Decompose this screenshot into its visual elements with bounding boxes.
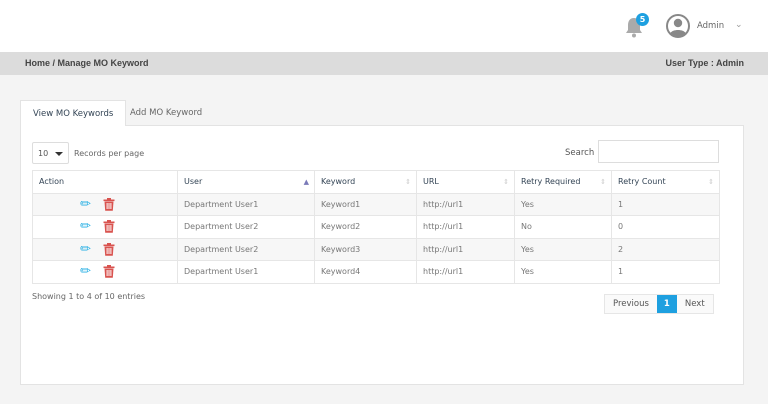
url-cell: http://url1 [416, 215, 515, 239]
top-bar [0, 0, 768, 52]
sort-asc-icon[interactable]: ▲ [303, 178, 309, 186]
column-header-keyword[interactable]: Keyword ⇕ [314, 170, 417, 194]
retry-count-cell: 2 [611, 237, 720, 261]
column-header-retry-required[interactable]: Retry Required ⇕ [514, 170, 612, 194]
retry-count-cell: 1 [611, 260, 720, 284]
user-cell: Department User1 [177, 192, 315, 216]
keyword-cell: Keyword2 [314, 215, 417, 239]
url-cell: http://url1 [416, 237, 515, 261]
column-header-action: Action [32, 170, 178, 194]
sort-icon[interactable]: ⇕ [708, 178, 714, 186]
edit-pencil-icon[interactable]: ✏︎ [80, 219, 91, 235]
user-cell: Department User2 [177, 215, 315, 239]
column-header-user[interactable]: User ▲ [177, 170, 315, 194]
retry-required-cell: Yes [514, 260, 612, 284]
column-header-retry-count[interactable]: Retry Count ⇕ [611, 170, 720, 194]
user-name[interactable]: Admin [697, 21, 725, 31]
column-header-url[interactable]: URL ⇕ [416, 170, 515, 194]
breadcrumb[interactable]: Home / Manage MO Keyword [25, 58, 149, 68]
retry-count-cell: 1 [611, 192, 720, 216]
search-label: Search [565, 148, 595, 158]
keyword-cell: Keyword4 [314, 260, 417, 284]
action-cell: ✏︎ [32, 260, 178, 284]
breadcrumb-bar: Home / Manage MO Keyword User Type : Adm… [0, 52, 768, 75]
table-info: Showing 1 to 4 of 10 entries [32, 292, 146, 301]
retry-required-cell: Yes [514, 192, 612, 216]
user-type: User Type : Admin [665, 58, 744, 68]
delete-trash-icon[interactable] [103, 197, 115, 211]
table-row: ✏︎ Department User2 Keyword2 http://url1… [32, 215, 720, 239]
table-row: ✏︎ Department User1 Keyword1 http://url1… [32, 192, 720, 216]
user-cell: Department User1 [177, 260, 315, 284]
delete-trash-icon[interactable] [103, 242, 115, 256]
retry-required-cell: No [514, 215, 612, 239]
url-cell: http://url1 [416, 192, 515, 216]
action-cell: ✏︎ [32, 192, 178, 216]
edit-pencil-icon[interactable]: ✏︎ [80, 264, 91, 280]
table-row: ✏︎ Department User2 Keyword3 http://url1… [32, 237, 720, 261]
previous-button[interactable]: Previous [613, 299, 649, 309]
sort-icon[interactable]: ⇕ [405, 178, 411, 186]
page-size-select[interactable]: 10 [32, 142, 69, 164]
delete-trash-icon[interactable] [103, 220, 115, 234]
user-avatar-icon[interactable] [666, 14, 690, 38]
sort-icon[interactable]: ⇕ [600, 178, 606, 186]
records-per-page-label: Records per page [74, 149, 145, 158]
notification-badge: 5 [636, 13, 649, 26]
delete-trash-icon[interactable] [103, 265, 115, 279]
caret-down-icon [55, 152, 63, 156]
sort-icon[interactable]: ⇕ [503, 178, 509, 186]
chevron-down-icon[interactable]: ⌄ [735, 20, 743, 30]
table-row: ✏︎ Department User1 Keyword4 http://url1… [32, 260, 720, 284]
url-cell: http://url1 [416, 260, 515, 284]
retry-count-cell: 0 [611, 215, 720, 239]
page-1-button[interactable]: 1 [656, 295, 677, 313]
tab-view-mo-keywords[interactable]: View MO Keywords [20, 100, 127, 126]
pagination: Previous 1 Next [604, 294, 714, 314]
keyword-cell: Keyword3 [314, 237, 417, 261]
search-input[interactable] [598, 140, 719, 163]
page-size-value: 10 [38, 149, 49, 158]
edit-pencil-icon[interactable]: ✏︎ [80, 241, 91, 257]
user-cell: Department User2 [177, 237, 315, 261]
retry-required-cell: Yes [514, 237, 612, 261]
action-cell: ✏︎ [32, 215, 178, 239]
action-cell: ✏︎ [32, 237, 178, 261]
keyword-cell: Keyword1 [314, 192, 417, 216]
edit-pencil-icon[interactable]: ✏︎ [80, 196, 91, 212]
next-button[interactable]: Next [684, 299, 705, 309]
keywords-table: Action User ▲ Keyword ⇕ URL ⇕ Retry Require… [32, 170, 720, 284]
tab-add-mo-keyword[interactable]: Add MO Keyword [130, 108, 203, 118]
